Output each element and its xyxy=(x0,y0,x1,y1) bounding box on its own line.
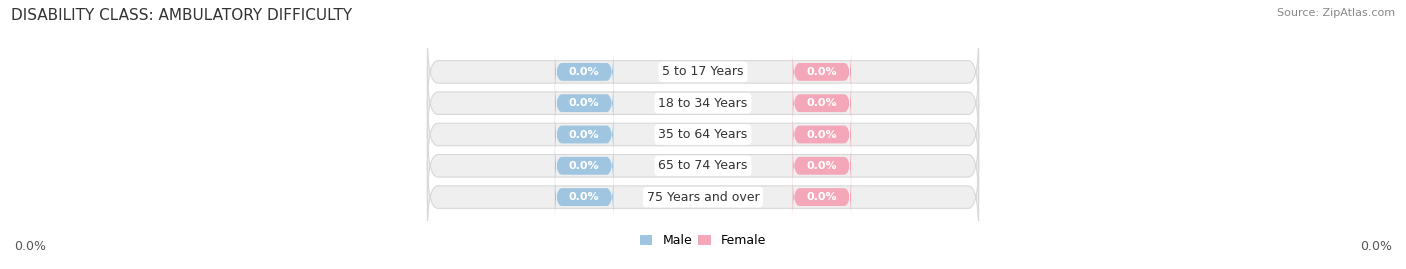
Text: 75 Years and over: 75 Years and over xyxy=(647,191,759,204)
FancyBboxPatch shape xyxy=(700,63,706,81)
Text: 0.0%: 0.0% xyxy=(807,67,837,77)
FancyBboxPatch shape xyxy=(793,112,851,157)
FancyBboxPatch shape xyxy=(427,68,979,139)
FancyBboxPatch shape xyxy=(700,157,706,175)
FancyBboxPatch shape xyxy=(700,126,706,143)
Legend: Male, Female: Male, Female xyxy=(636,229,770,252)
Text: 0.0%: 0.0% xyxy=(807,161,837,171)
FancyBboxPatch shape xyxy=(793,175,851,220)
FancyBboxPatch shape xyxy=(700,157,706,175)
Text: 0.0%: 0.0% xyxy=(14,240,46,253)
Text: DISABILITY CLASS: AMBULATORY DIFFICULTY: DISABILITY CLASS: AMBULATORY DIFFICULTY xyxy=(11,8,353,23)
Text: 0.0%: 0.0% xyxy=(569,161,599,171)
Text: 0.0%: 0.0% xyxy=(569,192,599,202)
FancyBboxPatch shape xyxy=(793,81,851,126)
Text: 5 to 17 Years: 5 to 17 Years xyxy=(662,65,744,78)
FancyBboxPatch shape xyxy=(555,143,613,188)
FancyBboxPatch shape xyxy=(700,94,706,112)
Text: 0.0%: 0.0% xyxy=(569,129,599,140)
FancyBboxPatch shape xyxy=(700,63,706,81)
Text: 0.0%: 0.0% xyxy=(1360,240,1392,253)
Text: 35 to 64 Years: 35 to 64 Years xyxy=(658,128,748,141)
Text: 0.0%: 0.0% xyxy=(807,98,837,108)
Text: 0.0%: 0.0% xyxy=(807,129,837,140)
FancyBboxPatch shape xyxy=(427,99,979,170)
FancyBboxPatch shape xyxy=(555,81,613,126)
FancyBboxPatch shape xyxy=(427,130,979,201)
FancyBboxPatch shape xyxy=(555,112,613,157)
FancyBboxPatch shape xyxy=(793,143,851,188)
FancyBboxPatch shape xyxy=(793,49,851,94)
FancyBboxPatch shape xyxy=(700,188,706,206)
FancyBboxPatch shape xyxy=(555,175,613,220)
Text: Source: ZipAtlas.com: Source: ZipAtlas.com xyxy=(1277,8,1395,18)
FancyBboxPatch shape xyxy=(700,188,706,206)
FancyBboxPatch shape xyxy=(555,49,613,94)
Text: 0.0%: 0.0% xyxy=(569,98,599,108)
Text: 65 to 74 Years: 65 to 74 Years xyxy=(658,159,748,172)
Text: 0.0%: 0.0% xyxy=(569,67,599,77)
FancyBboxPatch shape xyxy=(700,126,706,143)
Text: 0.0%: 0.0% xyxy=(807,192,837,202)
FancyBboxPatch shape xyxy=(427,161,979,233)
Text: 18 to 34 Years: 18 to 34 Years xyxy=(658,97,748,110)
FancyBboxPatch shape xyxy=(700,94,706,112)
FancyBboxPatch shape xyxy=(427,36,979,108)
